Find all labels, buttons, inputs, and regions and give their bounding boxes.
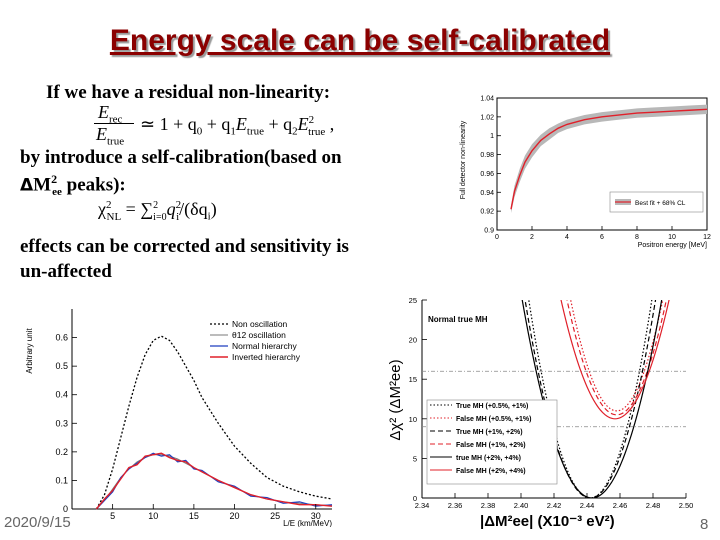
y-tick-label: 1.02	[480, 114, 494, 121]
calibration-line-1: by introduce a self-calibration(based on	[20, 147, 342, 168]
x-tick-label: 30	[311, 511, 321, 521]
x-tick-label: 15	[189, 511, 199, 521]
y-tick-label: 20	[409, 336, 417, 345]
x-axis-label: |ΔM²ee| (X10⁻³ eV²)	[480, 513, 615, 530]
y-tick-label: 0.6	[55, 333, 68, 343]
y-tick-label: 0.9	[484, 228, 494, 235]
x-tick-label: 10	[148, 511, 158, 521]
legend-label: θ12 oscillation	[232, 330, 286, 340]
x-tick-label: 20	[229, 511, 239, 521]
effects-line-2: un-affected	[20, 261, 112, 282]
y-tick-label: 10	[409, 415, 417, 424]
effects-line-1: effects can be corrected and sensitivity…	[20, 236, 349, 257]
x-tick-label: 6	[600, 234, 604, 241]
formula-denominator: Etrue	[96, 124, 125, 148]
legend-label: False MH (+1%, +2%)	[456, 442, 526, 449]
x-tick-label: 2.48	[646, 501, 661, 510]
x-tick-label: 2.42	[547, 501, 562, 510]
y-tick-label: 0.1	[55, 475, 68, 485]
confidence-band	[511, 104, 707, 214]
x-tick-label: 25	[270, 511, 280, 521]
page-number: 8	[700, 516, 709, 533]
delta-chi2-chart: 2.34 2.36 2.38 2.40 2.42 2.44 2.46 2.48 2.50 0 5 10…	[387, 296, 694, 530]
y-axis-label: Δχ² (ΔM²ee)	[387, 359, 404, 440]
y-axis-label: Full detector non-linearity	[460, 120, 467, 199]
chi2-curve-5	[560, 300, 670, 420]
y-tick-label: 0.3	[55, 418, 68, 428]
y-tick-label: 0.94	[480, 190, 494, 197]
y-tick-label: 1	[490, 133, 494, 140]
legend-label: False MH (+0.5%, +1%)	[456, 416, 531, 423]
x-tick-label: 2.38	[481, 501, 496, 510]
legend-label: Normal hierarchy	[232, 341, 297, 351]
y-tick-label: 0.2	[55, 447, 68, 457]
date-footer: 2020/9/15	[4, 514, 71, 531]
chart-title: Normal true MH	[428, 315, 488, 324]
series-line-1	[96, 454, 333, 510]
series-line-2	[95, 452, 333, 510]
x-tick-label: 12	[703, 234, 711, 241]
y-tick-label: 0.92	[480, 209, 494, 216]
x-tick-label: 2.46	[613, 501, 628, 510]
legend-label: False MH (+2%, +4%)	[456, 468, 526, 475]
le-spectrum-chart: 5 10 15 20 25 30 0 0.1 0.2 0.3 0.4 0.5 0.6 L/E (km/Me…	[25, 309, 333, 527]
y-tick-label: 0.4	[55, 390, 68, 400]
fraction-bar	[94, 123, 134, 124]
legend-box	[609, 191, 704, 213]
x-tick-label: 2.36	[448, 501, 463, 510]
x-tick-label: 2.40	[514, 501, 529, 510]
series-line-3	[95, 452, 333, 510]
chi2-curve-1	[570, 300, 664, 412]
best-fit-line	[510, 108, 708, 210]
intro-line: If we have a residual non-linearity:	[46, 82, 331, 103]
y-tick-label: 15	[409, 375, 417, 384]
y-tick-label: 1.04	[480, 96, 494, 103]
legend-label: Inverted hierarchy	[232, 352, 301, 362]
y-tick-label: 5	[413, 454, 417, 463]
x-tick-label: 10	[668, 234, 676, 241]
y-tick-label: 0.96	[480, 171, 494, 178]
x-tick-label: 2	[530, 234, 534, 241]
formula-rhs: ≃ 1 + q0 + q1Etrue + q2E2true ,	[140, 114, 335, 138]
chi2-formula: χ2NL = ∑2i=0q2i/(δqi)	[98, 199, 217, 223]
x-axis-label: Positron energy [MeV]	[638, 242, 707, 249]
y-tick-label: 0	[413, 494, 417, 503]
legend-label: true MH (+2%, +4%)	[456, 455, 521, 462]
nonlinearity-formula: Erec Etrue ≃ 1 + q0 + q1Etrue + q2E2true…	[92, 102, 392, 148]
x-tick-label: 8	[635, 234, 639, 241]
calibration-line-2: ΔM2ee peaks):	[20, 172, 126, 199]
legend-label: True MH (+0.5%, +1%)	[456, 403, 528, 410]
nonlinearity-chart: 0 2 4 6 8 10 12 0.9 0.92 0.94 0.96 0.98 1 1.02 1.04 Pos…	[460, 96, 711, 250]
slide-title: Energy scale can be self-calibrated	[109, 24, 611, 57]
legend-label: Non oscillation	[232, 319, 288, 329]
y-tick-label: 0	[63, 504, 68, 514]
y-tick-label: 0.98	[480, 152, 494, 159]
legend-label: True MH (+1%, +2%)	[456, 429, 523, 436]
x-tick-label: 0	[495, 234, 499, 241]
y-axis-label: Arbitrary unit	[25, 328, 34, 374]
x-tick-label: 4	[565, 234, 569, 241]
x-tick-label: 2.50	[679, 501, 694, 510]
y-tick-label: 25	[409, 296, 417, 305]
x-tick-label: 5	[110, 511, 115, 521]
series-line-0	[95, 335, 333, 510]
x-tick-label: 2.44	[580, 501, 595, 510]
x-tick-label: 2.34	[415, 501, 430, 510]
x-axis-label: L/E (km/MeV)	[283, 519, 332, 527]
y-tick-label: 0.5	[55, 361, 68, 371]
formula-numerator: Erec	[98, 102, 123, 126]
legend-label: Best fit + 68% CL	[635, 200, 686, 207]
